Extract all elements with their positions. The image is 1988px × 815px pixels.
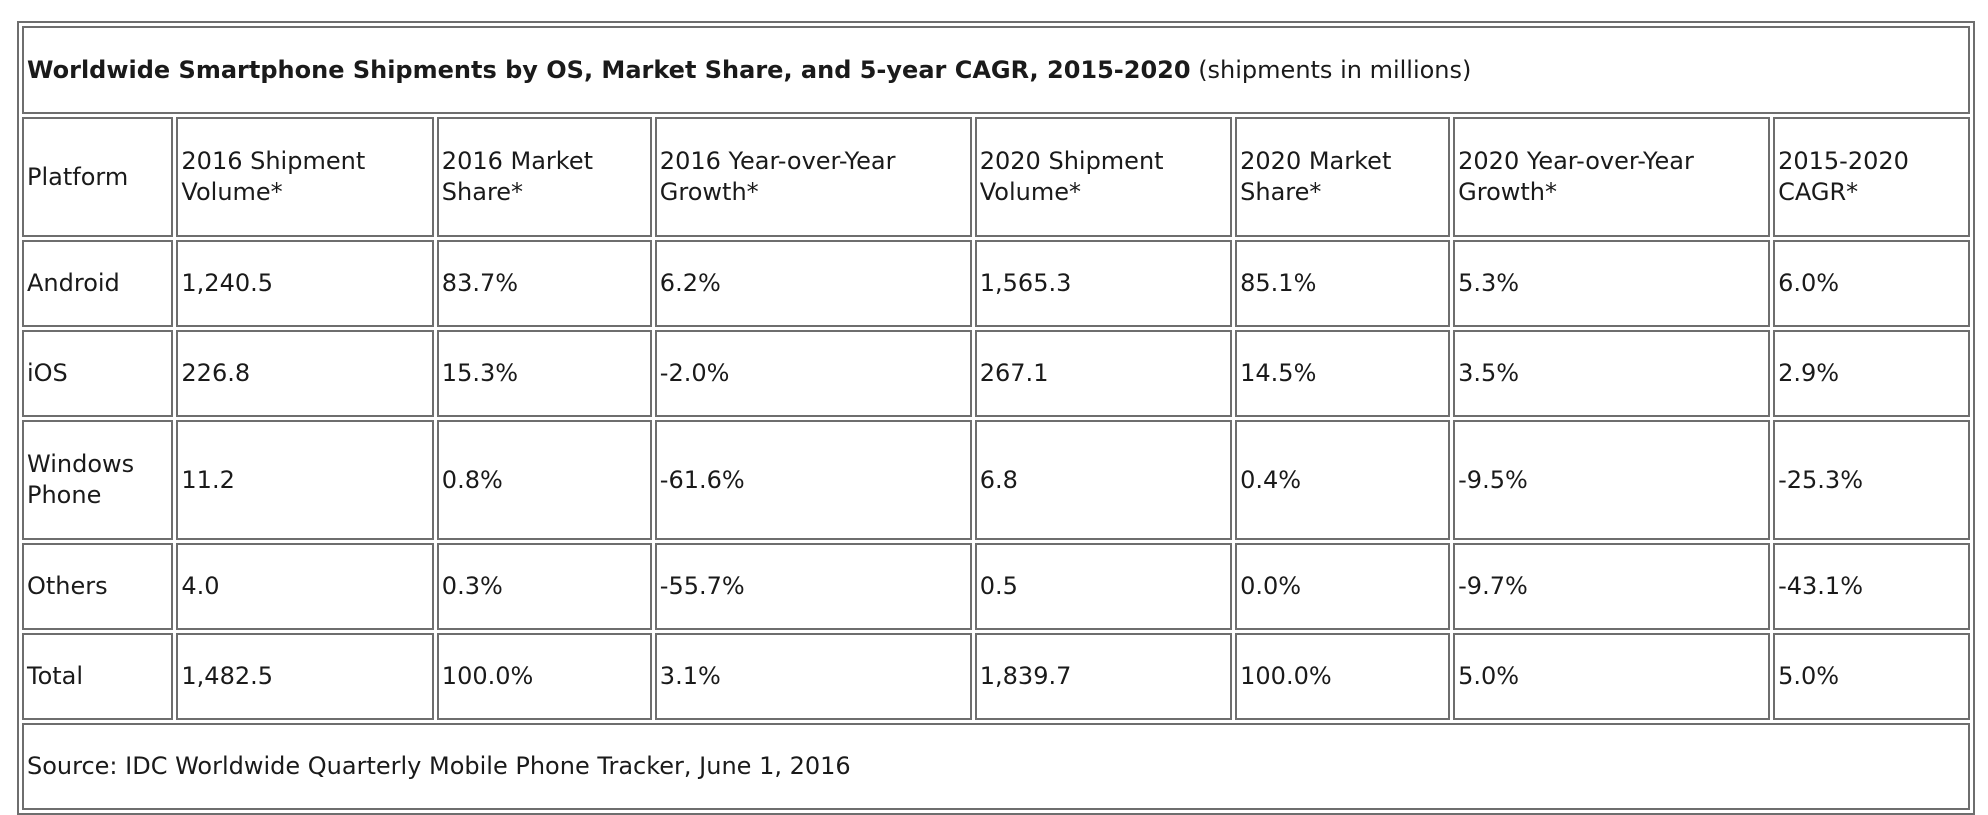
total-label-cell: Total [22,633,174,720]
table-cell: 14.5% [1235,330,1451,417]
column-header-2020-market-share: 2020 Market Share* [1235,117,1451,237]
table-cell: 1,240.5 [176,240,434,327]
table-cell: 5.3% [1453,240,1771,327]
column-header-2020-yoy-growth: 2020 Year-over-Year Growth* [1453,117,1771,237]
table-cell: 5.0% [1773,633,1970,720]
table-cell: 0.5 [974,543,1233,630]
table-cell: -25.3% [1773,420,1970,540]
table-cell: 6.2% [654,240,972,327]
shipments-table: Worldwide Smartphone Shipments by OS, Ma… [17,21,1975,815]
source-note: Source: IDC Worldwide Quarterly Mobile P… [22,723,1970,810]
source-row: Source: IDC Worldwide Quarterly Mobile P… [22,723,1970,810]
table-row-ios: iOS 226.8 15.3% -2.0% 267.1 14.5% 3.5% 2… [22,330,1970,417]
table-cell: 100.0% [1235,633,1451,720]
table-cell: 5.0% [1453,633,1771,720]
table-cell: 226.8 [176,330,434,417]
table-cell: 100.0% [436,633,652,720]
table-cell: 1,839.7 [974,633,1233,720]
table-cell: -61.6% [654,420,972,540]
table-container: Worldwide Smartphone Shipments by OS, Ma… [17,21,1975,815]
table-cell: 4.0 [176,543,434,630]
table-cell: 1,482.5 [176,633,434,720]
platform-cell: Android [22,240,174,327]
table-row-windows-phone: Windows Phone 11.2 0.8% -61.6% 6.8 0.4% -… [22,420,1970,540]
table-cell: 2.9% [1773,330,1970,417]
table-row-android: Android 1,240.5 83.7% 6.2% 1,565.3 85.1%… [22,240,1970,327]
table-cell: -9.5% [1453,420,1771,540]
column-header-2016-market-share: 2016 Market Share* [436,117,652,237]
table-cell: 6.0% [1773,240,1970,327]
title-row: Worldwide Smartphone Shipments by OS, Ma… [22,26,1970,114]
table-cell: -2.0% [654,330,972,417]
table-cell: 0.3% [436,543,652,630]
header-row: Platform 2016 Shipment Volume* 2016 Marke… [22,117,1970,237]
table-cell: -55.7% [654,543,972,630]
platform-cell: Others [22,543,174,630]
table-cell: 3.5% [1453,330,1771,417]
column-header-2020-shipment-volume: 2020 Shipment Volume* [974,117,1233,237]
table-title-bold: Worldwide Smartphone Shipments by OS, Ma… [27,55,1191,84]
column-header-2016-shipment-volume: 2016 Shipment Volume* [176,117,434,237]
platform-cell: Windows Phone [22,420,174,540]
table-cell: 11.2 [176,420,434,540]
table-row-others: Others 4.0 0.3% -55.7% 0.5 0.0% -9.7% -4… [22,543,1970,630]
table-cell: 0.8% [436,420,652,540]
table-title: Worldwide Smartphone Shipments by OS, Ma… [22,26,1970,114]
column-header-2016-yoy-growth: 2016 Year-over-Year Growth* [654,117,972,237]
platform-cell: iOS [22,330,174,417]
table-cell: 267.1 [974,330,1233,417]
table-row-total: Total 1,482.5 100.0% 3.1% 1,839.7 100.0%… [22,633,1970,720]
column-header-cagr: 2015-2020 CAGR* [1773,117,1970,237]
table-cell: 85.1% [1235,240,1451,327]
table-cell: 0.0% [1235,543,1451,630]
table-cell: -43.1% [1773,543,1970,630]
table-cell: 83.7% [436,240,652,327]
table-cell: 6.8 [974,420,1233,540]
table-cell: 3.1% [654,633,972,720]
table-cell: 1,565.3 [974,240,1233,327]
table-title-unit: (shipments in millions) [1198,55,1472,84]
column-header-platform: Platform [22,117,174,237]
table-cell: -9.7% [1453,543,1771,630]
table-cell: 0.4% [1235,420,1451,540]
table-cell: 15.3% [436,330,652,417]
